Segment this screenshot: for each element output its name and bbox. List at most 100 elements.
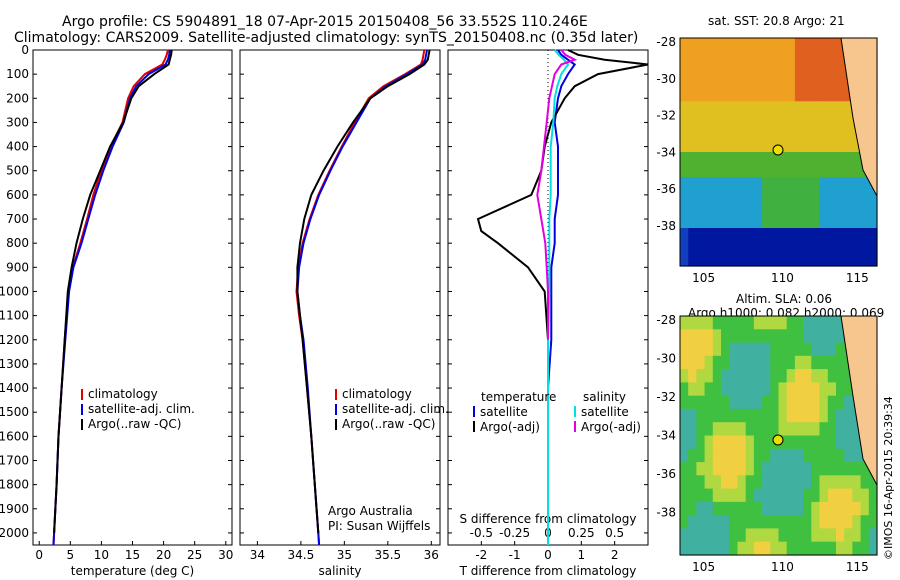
map-cell xyxy=(836,395,845,410)
sst-map: 105 110 115 -28 -30 -32 -34 -36 -38 xyxy=(656,35,878,285)
map-cell xyxy=(836,382,845,397)
series-line xyxy=(296,49,428,546)
map-cell xyxy=(794,395,804,410)
map-cell xyxy=(794,50,804,64)
map-cell xyxy=(770,50,780,64)
map-cell xyxy=(729,126,739,140)
map-cell xyxy=(868,240,878,254)
map-cell xyxy=(721,101,730,115)
x-tick-label: 15 xyxy=(125,548,140,562)
map-cell xyxy=(778,448,788,463)
map-cell xyxy=(729,316,739,330)
x-tick-label: 0 xyxy=(544,548,552,562)
map-cell xyxy=(827,152,837,166)
map-cell xyxy=(704,408,714,423)
map-cell xyxy=(696,240,706,254)
map-cell xyxy=(696,215,706,229)
map-cell xyxy=(778,38,788,52)
plot-frame xyxy=(32,49,233,546)
map-cell xyxy=(696,475,706,490)
map-cell xyxy=(794,114,804,128)
map-cell xyxy=(794,541,804,556)
map-cell xyxy=(680,329,689,344)
map-cell xyxy=(721,126,730,140)
map-cell xyxy=(680,515,689,530)
map-cell xyxy=(688,435,697,450)
map-cell xyxy=(819,488,829,503)
map-cell xyxy=(778,114,788,128)
map-cell xyxy=(819,528,829,543)
map-cell xyxy=(737,448,747,463)
map-cell xyxy=(860,177,870,191)
x-tick-label: 20 xyxy=(156,548,171,562)
map-cell xyxy=(737,139,747,153)
map-cell xyxy=(827,88,837,102)
y-tick-label: 800 xyxy=(6,236,29,250)
map-cell xyxy=(836,38,845,52)
map-cell xyxy=(704,139,714,153)
map-cell xyxy=(786,382,796,397)
map-x-tick: 115 xyxy=(846,271,869,285)
map-cell xyxy=(704,422,714,437)
map-cell xyxy=(844,152,853,166)
map-cell xyxy=(688,215,697,229)
map-cell xyxy=(762,422,771,437)
map-cell xyxy=(704,395,714,410)
map-cell xyxy=(819,342,829,357)
map-cell xyxy=(852,541,862,556)
map-cell xyxy=(762,63,771,77)
map-cell xyxy=(794,329,804,344)
map-cell xyxy=(852,190,862,204)
map-cell xyxy=(860,488,870,503)
map-cell xyxy=(688,448,697,463)
map-cell xyxy=(860,253,870,267)
map-cell xyxy=(827,528,837,543)
map-cell xyxy=(827,50,837,64)
map-cell xyxy=(721,240,730,254)
map-cell xyxy=(836,215,845,229)
map-cell xyxy=(819,541,829,556)
map-cell xyxy=(770,462,780,476)
map-cell xyxy=(827,448,837,463)
map-cell xyxy=(778,139,788,153)
map-cell xyxy=(737,202,747,216)
map-cell xyxy=(762,152,771,166)
x-axis-label: temperature (deg C) xyxy=(71,564,194,578)
x-tick-label: 36 xyxy=(424,548,439,562)
map-cell xyxy=(721,488,730,503)
map-cell xyxy=(704,462,714,476)
map-cell xyxy=(844,475,853,490)
map-cell xyxy=(704,342,714,357)
map-cell xyxy=(770,164,780,178)
map-cell xyxy=(729,152,739,166)
sst-map-title: sat. SST: 20.8 Argo: 21 xyxy=(708,14,845,28)
map-cell xyxy=(844,382,853,397)
legend-label: climatology xyxy=(88,387,158,401)
map-cell xyxy=(819,38,829,52)
map-cell xyxy=(762,475,771,490)
legend-title: salinity xyxy=(583,390,626,404)
map-cell xyxy=(729,435,739,450)
map-cell xyxy=(712,475,722,490)
map-cell xyxy=(753,355,763,370)
map-cell xyxy=(737,422,747,437)
map-cell xyxy=(786,515,796,530)
map-cell xyxy=(811,202,821,216)
map-cell xyxy=(721,228,730,242)
map-cell xyxy=(729,382,739,397)
map-cell xyxy=(688,139,697,153)
map-cell xyxy=(753,382,763,397)
map-cell xyxy=(770,240,780,254)
map-cell xyxy=(696,355,706,370)
map-cell xyxy=(745,316,755,330)
map-cell xyxy=(786,316,796,330)
y-tick-label: 900 xyxy=(6,260,29,274)
map-cell xyxy=(704,488,714,503)
map-cell xyxy=(811,114,821,128)
map-cell xyxy=(836,152,845,166)
map-cell xyxy=(778,462,788,476)
map-cell xyxy=(696,369,706,383)
map-cell xyxy=(827,515,837,530)
map-y-tick: -38 xyxy=(656,506,676,520)
map-cell xyxy=(745,164,755,178)
